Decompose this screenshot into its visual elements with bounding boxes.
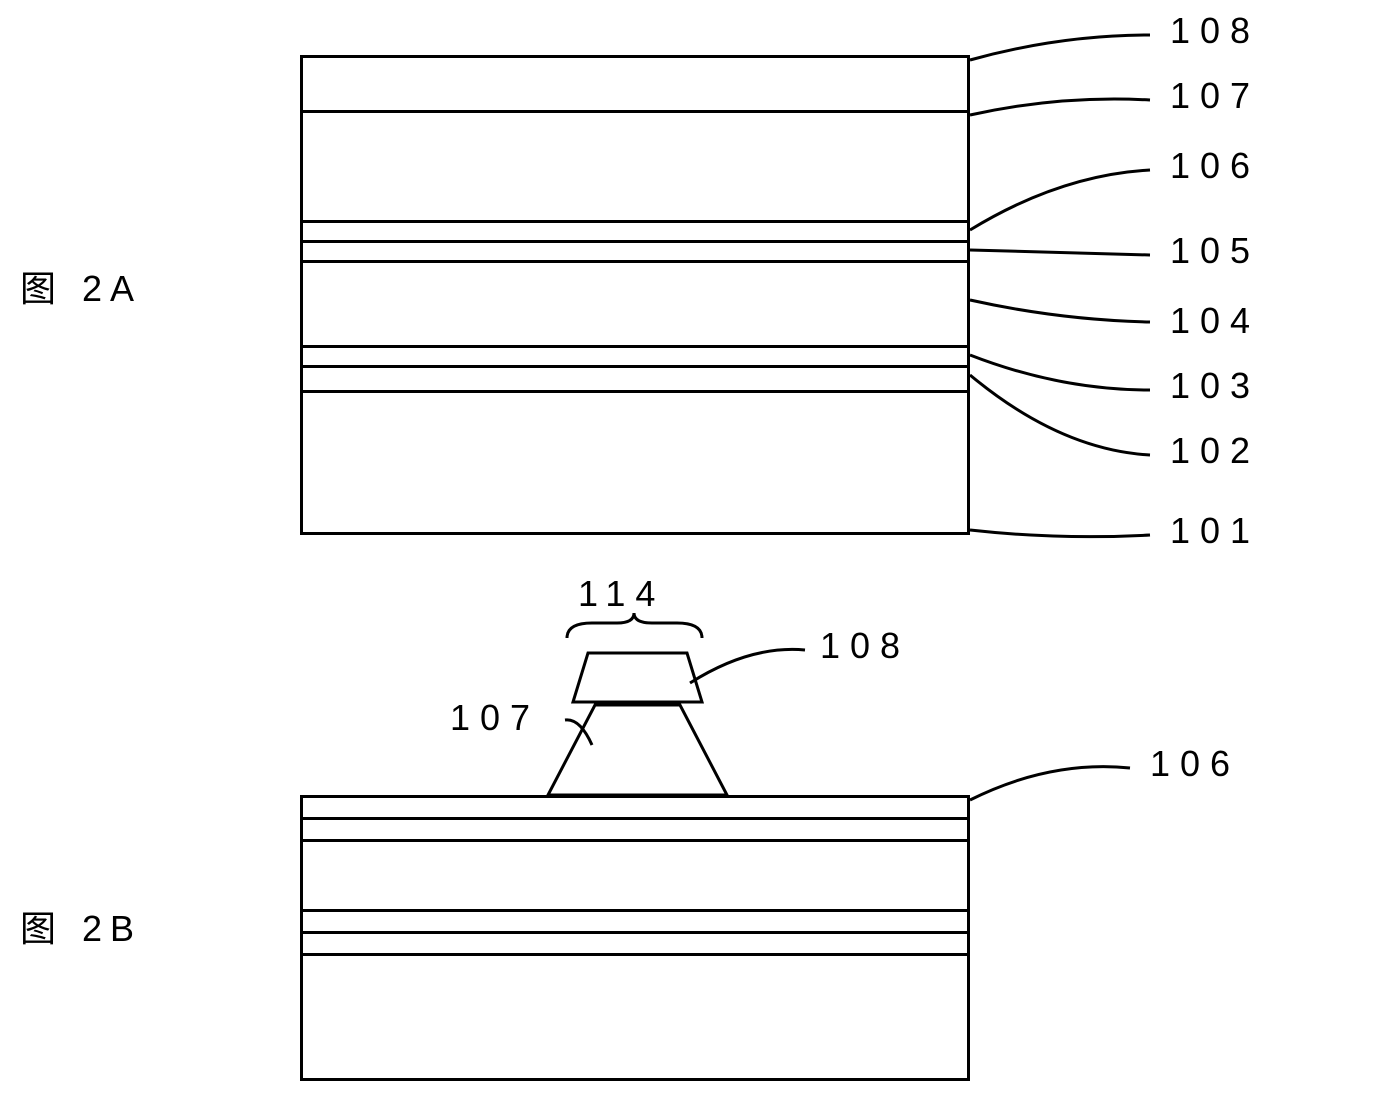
leaders-2b	[0, 0, 1394, 1103]
label-106-b: 106	[1150, 743, 1240, 785]
label-107-b: 107	[450, 697, 540, 739]
label-114-b: 114	[578, 573, 665, 615]
label-108-b: 108	[820, 625, 910, 667]
